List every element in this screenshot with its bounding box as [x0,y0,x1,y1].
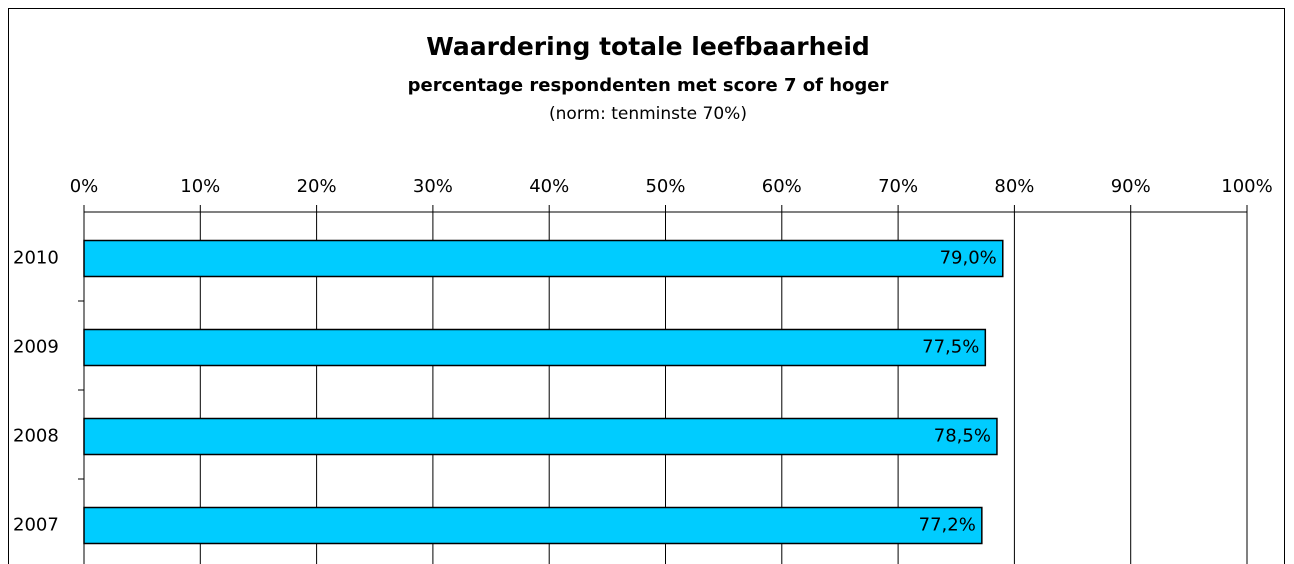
y-tick-label: 2007 [13,515,59,536]
x-tick-label: 80% [994,176,1034,197]
x-tick-label: 40% [529,176,569,197]
bar [83,328,987,367]
x-tick-label: 70% [878,176,918,197]
chart-subtitle: percentage respondenten met score 7 of h… [408,75,889,96]
x-tick-label: 100% [1221,176,1272,197]
y-tick-label: 2009 [13,337,59,358]
y-tick-label: 2010 [13,248,59,269]
x-tick-label: 90% [1111,176,1151,197]
value-label: 77,2% [919,515,976,536]
x-tick-label: 60% [762,176,802,197]
value-label: 79,0% [940,248,997,269]
value-label: 77,5% [922,337,979,358]
value-label: 78,5% [934,426,991,447]
y-tick-label: 2008 [13,426,59,447]
annotation: (norm: tenminste 70%) [549,104,747,124]
chart-frame [8,8,1285,564]
x-tick-label: 10% [180,176,220,197]
bar [83,239,1004,278]
bar [83,417,998,456]
x-tick-label: 50% [645,176,685,197]
bar [83,506,983,545]
x-tick-label: 0% [70,176,99,197]
x-tick-label: 30% [413,176,453,197]
chart-title: Waardering totale leefbaarheid [426,32,870,61]
x-tick-label: 20% [297,176,337,197]
